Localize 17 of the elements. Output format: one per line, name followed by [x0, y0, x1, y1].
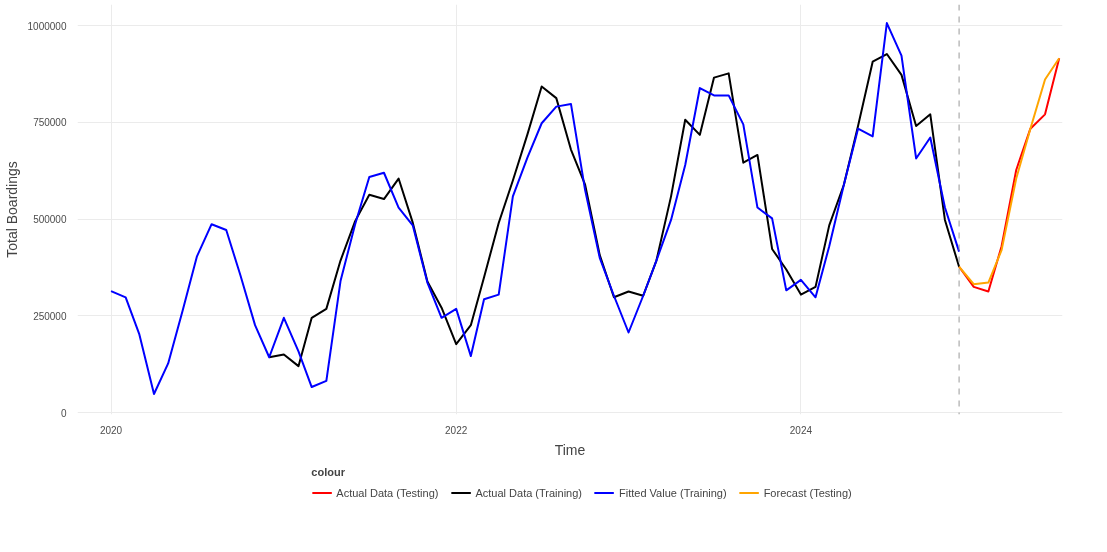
- legend-label: Fitted Value (Training): [619, 486, 727, 499]
- y-axis-title: Total Boardings: [3, 161, 20, 258]
- x-tick-label: 2020: [99, 424, 123, 436]
- y-tick-label: 750000: [33, 117, 67, 129]
- line-series: [110, 22, 961, 395]
- legend-label: Actual Data (Testing): [336, 486, 439, 499]
- y-tick-label: 500000: [33, 214, 67, 226]
- x-tick-label: 2024: [789, 424, 813, 436]
- x-tick-label: 2022: [445, 424, 468, 436]
- legend-label: Actual Data (Training): [475, 486, 583, 499]
- y-tick-label: 0: [60, 407, 67, 419]
- legend-title: colour: [311, 465, 346, 478]
- line-series: [268, 53, 961, 368]
- y-tick-label: 1000000: [27, 20, 67, 32]
- y-tick-label: 250000: [33, 310, 67, 322]
- x-axis-title: Time: [554, 441, 586, 458]
- legend-label: Forecast (Testing): [763, 486, 852, 499]
